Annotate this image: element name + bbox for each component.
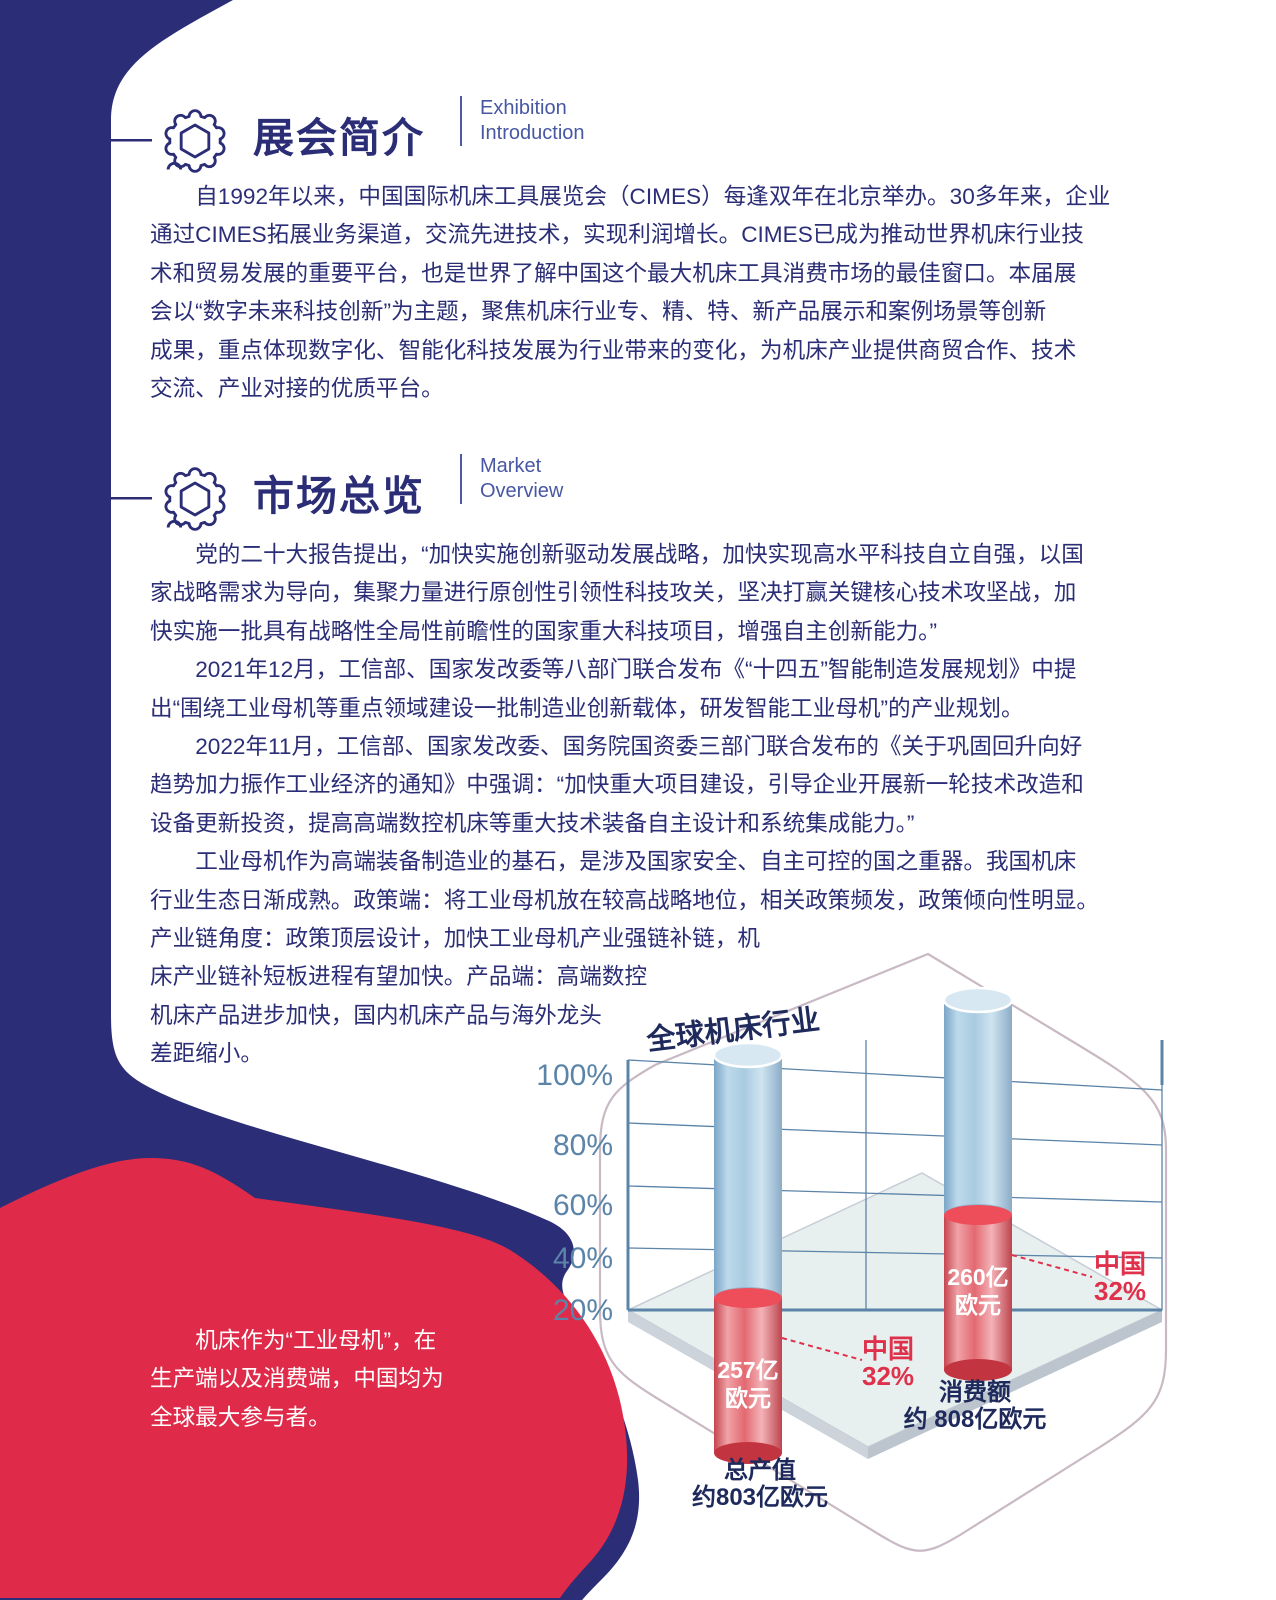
svg-text:欧元: 欧元 [955, 1292, 1001, 1318]
svg-text:40%: 40% [553, 1242, 613, 1275]
svg-text:32%: 32% [1094, 1276, 1146, 1306]
svg-text:260亿: 260亿 [947, 1264, 1008, 1290]
svg-text:32%: 32% [862, 1361, 914, 1391]
svg-text:中国: 中国 [862, 1334, 914, 1364]
svg-text:约803亿欧元: 约803亿欧元 [692, 1483, 828, 1511]
svg-text:约 808亿欧元: 约 808亿欧元 [904, 1405, 1047, 1433]
svg-text:总产值: 总产值 [724, 1456, 796, 1484]
svg-text:257亿: 257亿 [717, 1357, 778, 1383]
svg-text:欧元: 欧元 [725, 1385, 771, 1411]
svg-text:消费额: 消费额 [939, 1379, 1011, 1406]
svg-text:80%: 80% [553, 1129, 613, 1162]
svg-text:中国: 中国 [1094, 1249, 1146, 1279]
svg-text:60%: 60% [553, 1189, 613, 1222]
